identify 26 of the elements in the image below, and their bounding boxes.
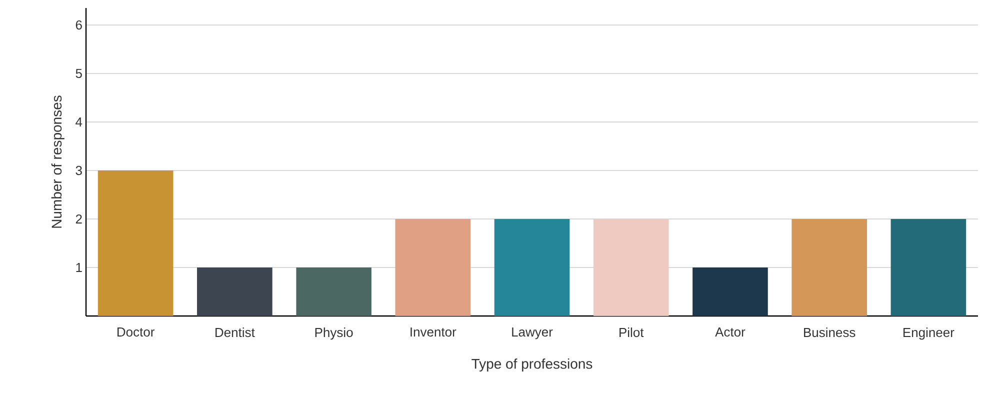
bar xyxy=(494,218,570,316)
x-tick-label: Physio xyxy=(315,328,353,340)
x-tick-label: Pilot xyxy=(620,328,644,338)
bar xyxy=(296,267,372,316)
bar xyxy=(890,218,966,316)
bar xyxy=(197,267,272,316)
x-tick-label: Engineer xyxy=(903,328,954,340)
bar xyxy=(593,218,669,316)
y-tick-label: 4 xyxy=(76,118,82,126)
x-tick-label: Inventor xyxy=(410,328,456,337)
y-tick-label: 5 xyxy=(76,68,82,78)
bar xyxy=(692,267,768,316)
x-tick-label: Dentist xyxy=(216,328,255,338)
x-tick-label: Lawyer xyxy=(512,328,553,340)
x-tick-label: Doctor xyxy=(117,328,154,337)
x-axis-title: Type of professions xyxy=(472,358,592,372)
y-axis-title: Number of responses xyxy=(51,96,64,228)
x-tick-label: Business xyxy=(804,328,856,338)
y-tick-label: 2 xyxy=(76,214,82,224)
bar xyxy=(395,218,471,316)
y-tick-label: 1 xyxy=(76,263,82,272)
bar xyxy=(792,218,867,316)
y-tick-label: 6 xyxy=(76,20,82,30)
bar xyxy=(98,170,174,316)
x-tick-label: Actor xyxy=(715,328,746,337)
y-tick-label: 3 xyxy=(76,166,82,176)
